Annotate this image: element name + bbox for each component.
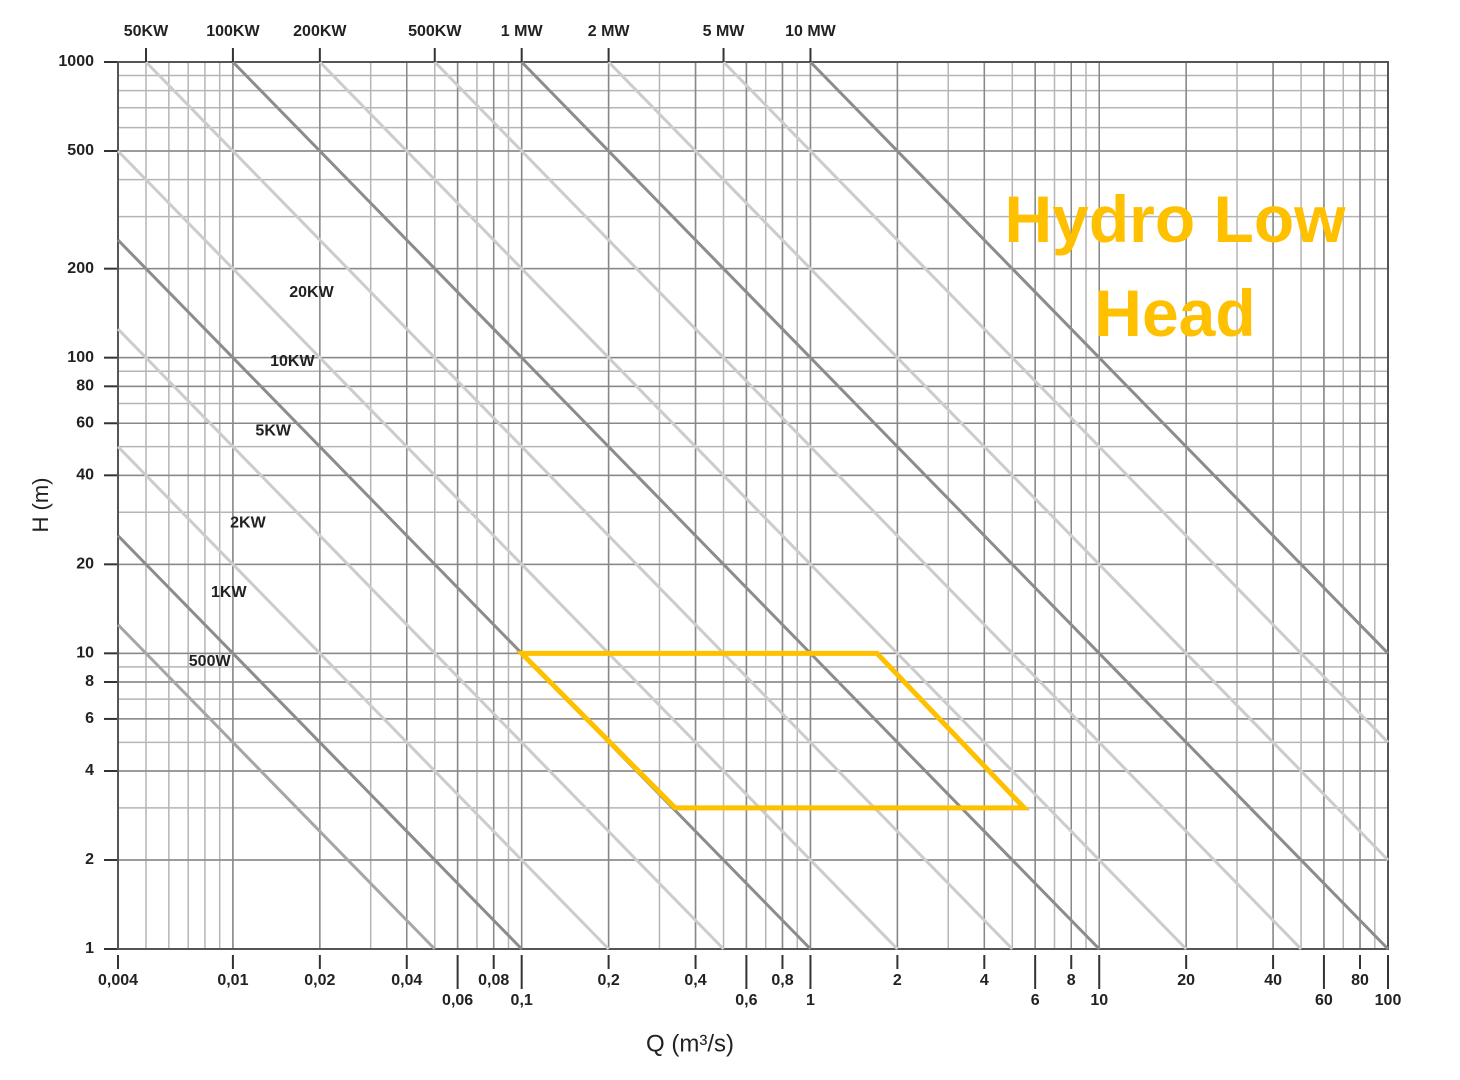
power-line bbox=[116, 445, 610, 951]
series-label: 500W bbox=[189, 653, 232, 670]
x-tick-label: 0,2 bbox=[597, 972, 619, 989]
series-label: 200KW bbox=[293, 23, 347, 40]
series-label: 1KW bbox=[211, 584, 247, 601]
series-label: 20KW bbox=[289, 284, 334, 301]
x-tick-label: 0,08 bbox=[478, 972, 509, 989]
power-line bbox=[116, 534, 523, 951]
y-tick-label: 60 bbox=[76, 414, 94, 431]
x-tick-label: 0,6 bbox=[735, 992, 757, 1009]
y-axis-label: H (m) bbox=[28, 478, 53, 533]
x-tick-label: 0,004 bbox=[98, 972, 138, 989]
x-tick-label: 6 bbox=[1031, 992, 1040, 1009]
x-tick-label: 2 bbox=[893, 972, 902, 989]
series-label: 500KW bbox=[408, 23, 462, 40]
power-line bbox=[318, 60, 1188, 951]
power-line bbox=[433, 60, 1303, 951]
series-label: 10KW bbox=[270, 353, 315, 370]
power-line bbox=[809, 60, 1390, 655]
x-tick-label: 80 bbox=[1351, 972, 1369, 989]
series-label: 10 MW bbox=[785, 23, 837, 40]
x-tick-label: 1 bbox=[806, 992, 815, 1009]
x-tick-label: 60 bbox=[1315, 992, 1333, 1009]
region bbox=[515, 650, 1031, 811]
x-tick-label: 0,02 bbox=[304, 972, 335, 989]
y-tick-label: 40 bbox=[76, 467, 94, 484]
power-line bbox=[116, 149, 899, 951]
power-line bbox=[231, 60, 1101, 951]
y-tick-label: 100 bbox=[67, 349, 94, 366]
series-label: 5KW bbox=[255, 423, 291, 440]
y-tick-label: 200 bbox=[67, 260, 94, 277]
plot-frame bbox=[117, 61, 1389, 950]
x-tick-label: 0,06 bbox=[442, 992, 473, 1009]
x-tick-label: 20 bbox=[1177, 972, 1195, 989]
power-line bbox=[144, 60, 1014, 951]
series-label: 2KW bbox=[230, 514, 266, 531]
x-tick-label: 10 bbox=[1090, 992, 1108, 1009]
y-tick-label: 8 bbox=[85, 673, 94, 690]
power-line bbox=[116, 623, 436, 951]
y-tick-label: 1000 bbox=[58, 53, 94, 70]
chart-title: Hydro Low Head bbox=[1004, 182, 1346, 350]
x-tick-label: 100 bbox=[1375, 992, 1402, 1009]
x-tick-label: 0,04 bbox=[391, 972, 422, 989]
x-tick-label: 40 bbox=[1264, 972, 1282, 989]
y-tick-label: 6 bbox=[85, 710, 94, 727]
y-tick-label: 1 bbox=[85, 940, 94, 957]
series-label: 1 MW bbox=[501, 23, 544, 40]
x-tick-label: 0,8 bbox=[771, 972, 793, 989]
y-tick-label: 10 bbox=[76, 645, 94, 662]
y-tick-label: 80 bbox=[76, 378, 94, 395]
series-label: 2 MW bbox=[588, 23, 631, 40]
power-line bbox=[607, 60, 1390, 862]
power-line bbox=[116, 327, 725, 951]
x-tick-label: 4 bbox=[980, 972, 989, 989]
power-line bbox=[722, 60, 1390, 744]
series-label: 100KW bbox=[206, 23, 260, 40]
x-axis-label: Q (m³/s) bbox=[646, 1030, 734, 1057]
y-tick-label: 2 bbox=[85, 851, 94, 868]
power-line bbox=[116, 238, 812, 951]
y-tick-label: 20 bbox=[76, 556, 94, 573]
x-tick-label: 0,01 bbox=[217, 972, 248, 989]
y-tick-label: 500 bbox=[67, 142, 94, 159]
x-tick-label: 0,4 bbox=[684, 972, 706, 989]
x-tick-label: 0,1 bbox=[511, 992, 533, 1009]
series-label: 5 MW bbox=[703, 23, 746, 40]
power-line bbox=[520, 60, 1390, 951]
series-label: 50KW bbox=[124, 23, 169, 40]
y-tick-label: 4 bbox=[85, 762, 94, 779]
x-tick-label: 8 bbox=[1067, 972, 1076, 989]
